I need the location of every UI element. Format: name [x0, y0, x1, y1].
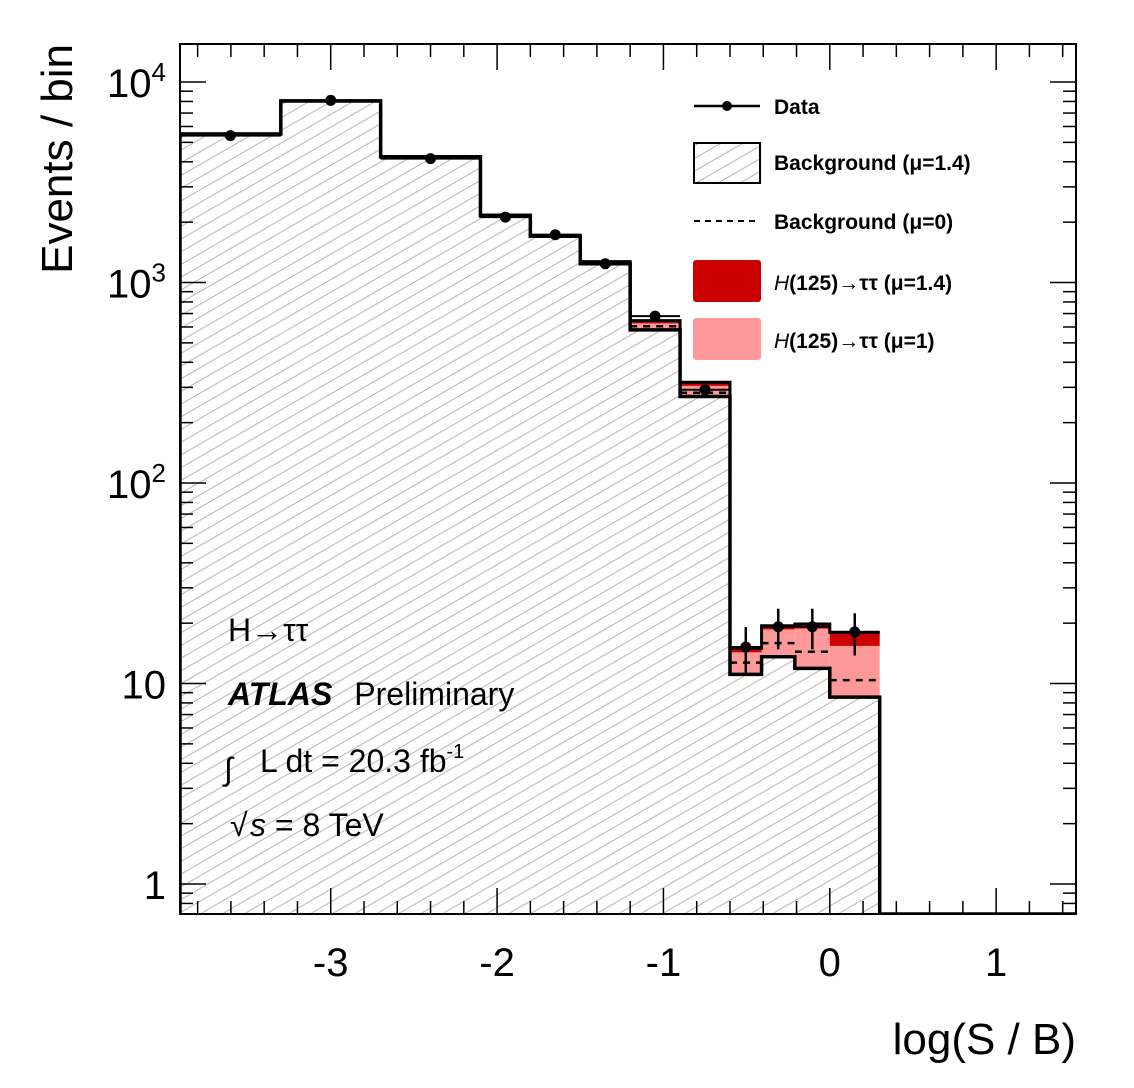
- x-tick-label: 1: [985, 941, 1007, 985]
- luminosity-label: L dt = 20.3 fb-1: [260, 741, 464, 779]
- y-axis-title: Events / bin: [33, 44, 82, 274]
- y-tick-label: 104: [107, 57, 166, 106]
- energy-label: s = 8 TeV: [250, 807, 384, 843]
- y-tick-label: 103: [107, 258, 166, 307]
- histogram-lines: [180, 99, 1076, 914]
- data-point: [224, 130, 236, 142]
- total-outline: [180, 99, 880, 650]
- plot-frame: [179, 43, 1077, 915]
- data-point: [806, 621, 818, 633]
- legend-item-signal-mu1: H(125)→ττ (μ=1): [693, 318, 935, 360]
- background-bar: [829, 697, 880, 914]
- histogram-bars: [180, 100, 880, 914]
- data-point: [499, 211, 511, 223]
- background-bar: [180, 134, 281, 914]
- legend-item-background-mu14: Background (μ=1.4): [693, 142, 971, 184]
- data-point: [699, 384, 711, 396]
- background-bar: [630, 329, 681, 914]
- data-point: [599, 258, 611, 270]
- legend-label: H(125)→ττ (μ=1.4): [774, 272, 952, 295]
- legend-label: Background (μ=0): [774, 211, 953, 234]
- y-tick-labels: 1 10 102 103 104: [107, 57, 166, 908]
- axis-ticks: [180, 44, 1076, 914]
- y-tick-label: 1: [144, 864, 166, 908]
- data-point: [325, 94, 337, 106]
- data-point: [549, 229, 561, 241]
- background-bar: [729, 674, 762, 914]
- signal-mu1-bar: [630, 323, 681, 330]
- integral-symbol: ∫: [222, 751, 235, 787]
- background-bar: [530, 236, 581, 914]
- data-point: [740, 641, 752, 653]
- legend-item-signal-mu14: H(125)→ττ (μ=1.4): [693, 260, 952, 302]
- data-point: [849, 626, 861, 638]
- legend-label: Data: [774, 96, 820, 119]
- y-tick-label: 102: [107, 458, 166, 507]
- data-point: [425, 153, 437, 165]
- background-bar: [380, 156, 481, 914]
- legend-label: H(125)→ττ (μ=1): [774, 330, 935, 353]
- x-tick-label: -3: [313, 941, 349, 985]
- x-tick-label: 0: [819, 941, 841, 985]
- background-bar: [480, 215, 531, 914]
- legend-label: Background (μ=1.4): [774, 152, 971, 175]
- x-tick-label: -2: [479, 941, 515, 985]
- data-point: [772, 621, 784, 633]
- x-tick-label: -1: [646, 941, 682, 985]
- background-bar: [794, 668, 830, 914]
- signal-mu14-bar: [680, 382, 730, 386]
- data-points: [180, 94, 880, 673]
- x-axis-title: log(S / B): [893, 1015, 1076, 1064]
- sqrt-symbol: √: [230, 807, 248, 843]
- annotations: H→ττ ATLAS Preliminary ∫ L dt = 20.3 fb-1…: [222, 612, 514, 843]
- legend-item-background-mu0: Background (μ=0): [694, 211, 953, 234]
- background-bar: [580, 263, 631, 914]
- x-tick-labels: -3 -2 -1 0 1: [313, 941, 1007, 985]
- atlas-label: ATLAS Preliminary: [227, 676, 514, 712]
- channel-label: H→ττ: [228, 612, 309, 648]
- legend-item-data: Data: [694, 96, 820, 119]
- background-bar: [280, 100, 381, 914]
- background-bar: [680, 396, 730, 914]
- y-tick-label: 10: [122, 664, 167, 708]
- background-bar: [761, 656, 795, 914]
- data-point: [649, 310, 661, 322]
- legend: Data Background (μ=1.4) Background (μ=0)…: [693, 96, 971, 360]
